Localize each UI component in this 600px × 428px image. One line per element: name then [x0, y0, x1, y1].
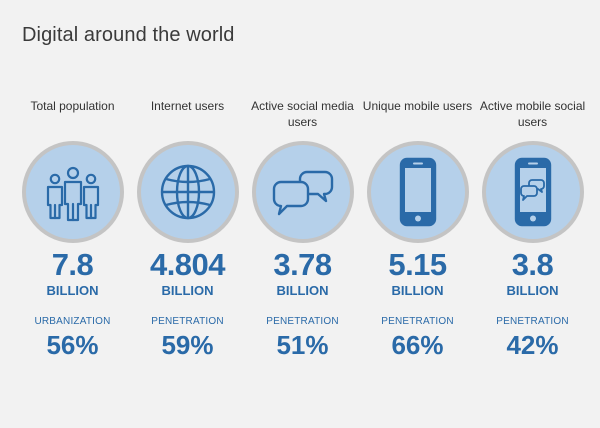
metric-label: PENETRATION: [496, 316, 569, 327]
stat-label: Unique mobile users: [362, 99, 473, 113]
stat-value: 4.804: [149, 247, 226, 282]
stat-label: Total population: [30, 99, 115, 113]
metric-value: 59%: [161, 330, 214, 360]
mobile-phone-icon: [399, 157, 436, 227]
stat-unit: BILLION: [161, 283, 214, 298]
stat-label: Active social media users: [251, 99, 354, 129]
stat-total-population: Total population 7.8 BILLION URBANIZATIO…: [15, 98, 130, 359]
metric-value: 42%: [506, 330, 559, 360]
globe-icon: [160, 164, 215, 220]
stat-value: 5.15: [388, 247, 447, 282]
mobile-chat-icon: [514, 157, 551, 227]
stat-unit: BILLION: [391, 283, 444, 298]
stats-row: Total population 7.8 BILLION URBANIZATIO…: [15, 98, 590, 359]
icon-circle: [481, 141, 584, 243]
icon-circle: [366, 141, 469, 243]
icon-circle: [136, 141, 239, 243]
icon-circle: [251, 141, 354, 243]
metric-label: PENETRATION: [151, 316, 224, 327]
stat-value: 3.8: [511, 247, 554, 282]
stat-active-social-media-users: Active social media users 3.78 BILLION P…: [245, 98, 360, 359]
stat-label: Active mobile social users: [479, 99, 586, 129]
metric-label: PENETRATION: [381, 316, 454, 327]
metric-label: URBANIZATION: [34, 316, 111, 327]
stat-unit: BILLION: [46, 283, 99, 298]
stat-value: 3.78: [273, 247, 332, 282]
metric-value: 51%: [276, 330, 329, 360]
stat-internet-users: Internet users 4.804 BILLION PENETRATION…: [130, 98, 245, 359]
metric-label: PENETRATION: [266, 316, 339, 327]
people-icon: [46, 166, 99, 222]
stat-value: 7.8: [51, 247, 94, 282]
stat-unique-mobile-users: Unique mobile users 5.15 BILLION PENETRA…: [360, 98, 475, 359]
page-title: Digital around the world: [22, 24, 235, 46]
metric-value: 66%: [391, 330, 444, 360]
chat-bubbles-icon: [272, 170, 333, 216]
stat-active-mobile-social-users: Active mobile social users 3.8 BILLION P…: [475, 98, 590, 359]
icon-circle: [21, 141, 124, 243]
metric-value: 56%: [46, 330, 99, 360]
stat-label: Internet users: [150, 99, 225, 113]
stat-unit: BILLION: [506, 283, 559, 298]
stat-unit: BILLION: [276, 283, 329, 298]
